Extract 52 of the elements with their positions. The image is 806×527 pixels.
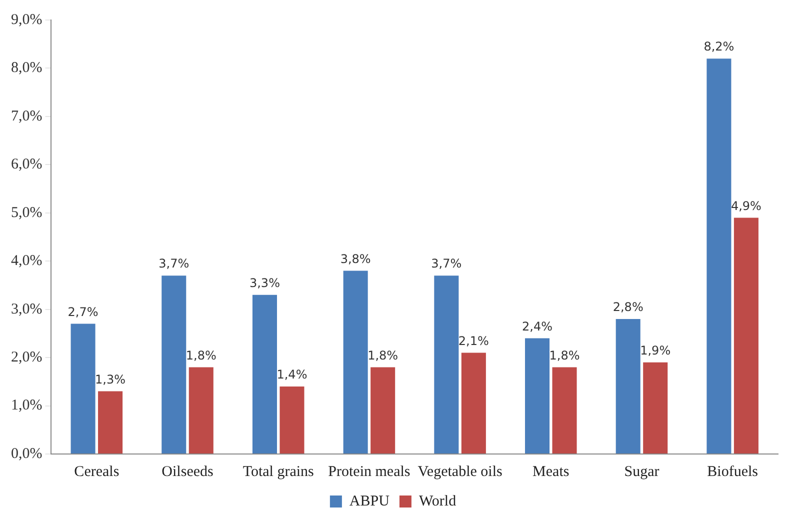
data-label: 1,3% [95, 372, 126, 386]
data-label: 4,9% [730, 198, 762, 213]
bar [552, 367, 577, 454]
bar [252, 294, 277, 454]
data-label: 1,8% [186, 348, 216, 362]
y-tick-label: 3,0% [10, 301, 42, 318]
bar [343, 270, 368, 454]
y-tick-label: 8,0% [10, 60, 42, 76]
data-label: 2,4% [522, 319, 553, 334]
y-tick-label: 1,0% [10, 398, 42, 414]
data-label: 8,2% [704, 40, 734, 54]
y-tick-label: 4,0% [10, 253, 42, 270]
bar [643, 362, 668, 454]
bar [706, 58, 732, 454]
bar [461, 352, 486, 454]
data-label: 3,7% [158, 256, 190, 271]
bar [434, 276, 459, 454]
x-tick-label: Meats [532, 464, 570, 480]
x-tick-label: Oilseeds [162, 464, 214, 480]
bar [280, 386, 304, 454]
legend-label: ABPU [349, 493, 390, 510]
x-tick-label: Sugar [624, 464, 660, 480]
y-tick-label: 2,0% [10, 349, 42, 366]
bar [188, 367, 214, 454]
x-tick-label: Protein meals [328, 464, 410, 480]
x-tick-label: Cereals [74, 464, 120, 480]
bar [616, 318, 640, 454]
data-label: 3,8% [340, 252, 371, 266]
bar [734, 218, 758, 454]
data-label: 1,9% [640, 344, 671, 358]
x-tick-label: Vegetable oils [418, 464, 502, 480]
y-tick-label: 9,0% [10, 12, 42, 28]
data-label: 1,8% [549, 348, 580, 362]
y-tick-label: 0,0% [10, 446, 42, 462]
bar [162, 276, 186, 454]
bar [98, 391, 123, 454]
data-label: 2,8% [612, 300, 644, 314]
data-label: 2,7% [68, 304, 98, 319]
data-label: 2,1% [458, 334, 489, 348]
bar [525, 338, 550, 454]
bar [70, 324, 96, 454]
data-label: 1,4% [276, 368, 308, 382]
y-tick-label: 7,0% [10, 108, 42, 124]
data-label: 3,3% [249, 276, 280, 290]
data-label: 3,7% [431, 256, 462, 271]
x-tick-label: Biofuels [707, 464, 758, 480]
bar [370, 367, 396, 454]
x-tick-label: Total grains [242, 464, 314, 480]
y-tick-label: 6,0% [10, 156, 42, 173]
legend-label: World [418, 493, 457, 510]
data-label: 1,8% [368, 348, 398, 362]
y-tick-label: 5,0% [10, 204, 42, 221]
